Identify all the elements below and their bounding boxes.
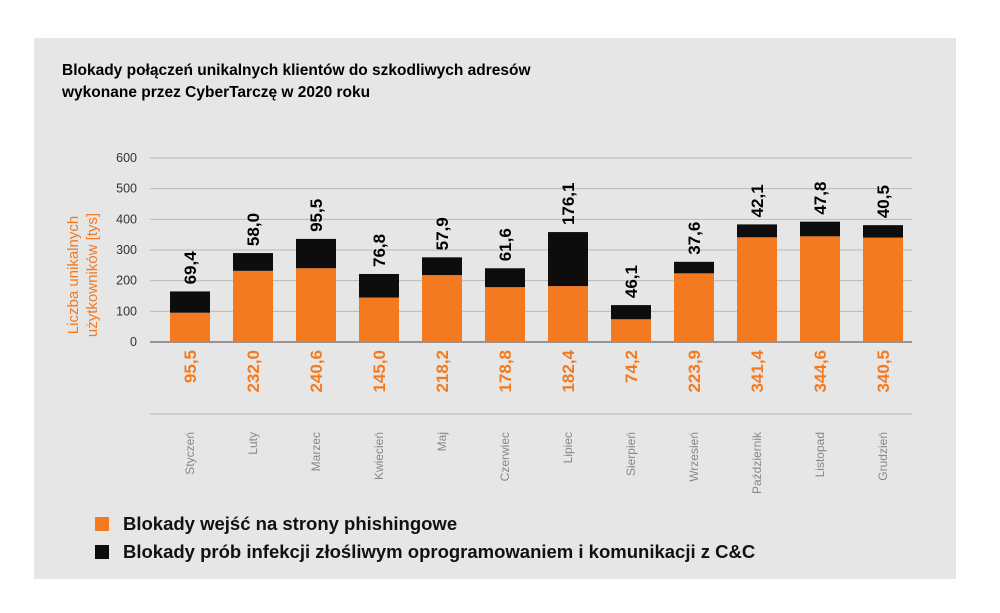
chart-title-line-2: wykonane przez CyberTarczę w 2020 roku: [62, 84, 371, 101]
x-tick-label: Lipiec: [561, 432, 575, 463]
bar-phishing: [485, 287, 525, 342]
y-tick-label: 0: [130, 335, 137, 349]
chart-title-line-1: Blokady połączeń unikalnych klientów do …: [62, 62, 531, 79]
legend-swatch-malware: [95, 545, 109, 559]
chart-title: Blokady połączeń unikalnych klientów do …: [62, 60, 662, 104]
bar-phishing: [233, 270, 273, 342]
x-tick-label: Sierpień: [624, 432, 638, 476]
x-tick-label: Marzec: [309, 432, 323, 471]
bar-malware: [170, 291, 210, 313]
data-label-malware: 69,4: [181, 251, 200, 285]
y-tick-label: 400: [116, 212, 137, 226]
x-tick-label: Kwiecień: [372, 432, 386, 480]
x-tick-label: Grudzień: [876, 432, 890, 481]
x-axis-ticks: Styczeń Luty Marzec Kwiecień Maj Czerwiec Lipi…: [183, 431, 890, 494]
bar-phishing: [863, 237, 903, 342]
bar-phishing: [422, 275, 462, 342]
data-label-malware: 61,6: [496, 228, 515, 261]
x-tick-label: Październik: [750, 431, 764, 494]
bar-malware: [233, 253, 273, 271]
gridlines: [150, 157, 912, 415]
data-label-phishing: 240,6: [307, 350, 326, 393]
y-axis-label: Liczba unikalnych użytkowników [tys]: [65, 213, 101, 337]
bar-phishing: [359, 297, 399, 342]
data-label-malware: 57,9: [433, 217, 452, 250]
data-label-phishing: 74,2: [622, 350, 641, 383]
x-tick-label: Styczeń: [183, 432, 197, 475]
x-tick-label: Luty: [246, 432, 260, 455]
bar-malware: [863, 225, 903, 238]
data-label-phishing: 344,6: [811, 350, 830, 393]
data-label-phishing: 232,0: [244, 350, 263, 393]
legend-item-phishing: Blokady wejść na strony phishingowe: [95, 510, 755, 538]
bar-malware: [611, 305, 651, 320]
y-tick-label: 600: [116, 151, 137, 165]
data-label-phishing: 223,9: [685, 350, 704, 393]
data-label-phishing: 182,4: [559, 349, 578, 392]
data-label-malware: 76,8: [370, 234, 389, 267]
data-label-phishing: 341,4: [748, 349, 767, 392]
bar-malware: [296, 238, 336, 269]
y-tick-label: 300: [116, 243, 137, 257]
data-label-malware: 40,5: [874, 185, 893, 218]
legend-label-phishing: Blokady wejść na strony phishingowe: [123, 513, 458, 534]
bar-malware: [422, 257, 462, 276]
data-label-malware: 176,1: [559, 183, 578, 226]
bar-phishing: [548, 286, 588, 342]
x-tick-label: Listopad: [813, 432, 827, 477]
data-label-phishing: 95,5: [181, 350, 200, 383]
legend-swatch-phishing: [95, 517, 109, 531]
x-tick-label: Maj: [435, 432, 449, 451]
y-axis-title-line: Liczba unikalnych: [65, 216, 82, 334]
bar-malware: [800, 221, 840, 237]
bar-phishing: [737, 237, 777, 342]
data-label-phishing: 340,5: [874, 350, 893, 393]
y-axis-title-line: użytkowników [tys]: [84, 213, 101, 337]
y-tick-label: 200: [116, 274, 137, 288]
data-label-malware: 58,0: [244, 213, 263, 246]
x-tick-label: Wrzesień: [687, 432, 701, 482]
bar-malware: [737, 224, 777, 238]
bar-malware: [485, 268, 525, 288]
data-label-phishing: 218,2: [433, 350, 452, 393]
bar-malware: [548, 232, 588, 287]
bar-phishing: [611, 319, 651, 342]
bar-malware: [359, 273, 399, 298]
data-labels: 95,5 69,4 232,0 58,0 240,6 95,5 145,0 76,8 218,2…: [181, 182, 893, 393]
bar-phishing: [800, 236, 840, 342]
bar-phishing: [296, 268, 336, 342]
data-label-phishing: 178,8: [496, 350, 515, 393]
data-label-malware: 95,5: [307, 199, 326, 232]
bar-malware: [674, 261, 714, 274]
bar-phishing: [674, 273, 714, 342]
y-tick-label: 500: [116, 182, 137, 196]
data-label-phishing: 145,0: [370, 350, 389, 393]
data-label-malware: 37,6: [685, 222, 704, 255]
data-label-malware: 42,1: [748, 184, 767, 217]
data-label-malware: 47,8: [811, 182, 830, 215]
bars: [170, 221, 903, 342]
y-axis-ticks: 0 100 200 300 400 500 600: [116, 151, 137, 349]
legend-item-malware: Blokady prób infekcji złośliwym oprogram…: [95, 538, 755, 566]
x-tick-label: Czerwiec: [498, 432, 512, 481]
legend: Blokady wejść na strony phishingowe Blok…: [95, 510, 755, 566]
legend-label-malware: Blokady prób infekcji złośliwym oprogram…: [123, 541, 756, 562]
data-label-malware: 46,1: [622, 265, 641, 298]
bar-phishing: [170, 312, 210, 342]
y-tick-label: 100: [116, 304, 137, 318]
